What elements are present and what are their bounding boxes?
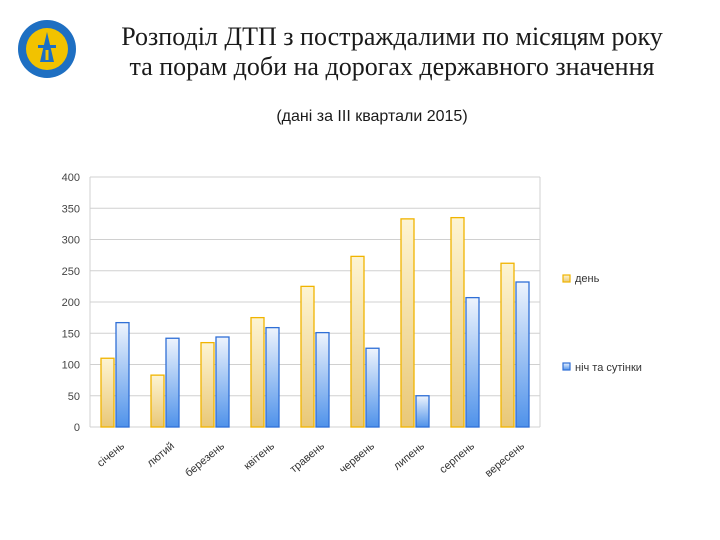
title-line-1: Розподіл ДТП з постраждалими по місяцям … <box>121 22 663 51</box>
y-tick-label: 0 <box>74 422 80 434</box>
bar-day <box>150 374 165 428</box>
x-tick-label: вересень <box>483 440 527 480</box>
legend-label-night: ніч та сутінки <box>575 362 642 374</box>
ukravtodor-logo <box>18 20 76 78</box>
y-axis-ticks: 0 50 100 150 200 250 300 350 400 <box>62 172 80 434</box>
y-tick-label: 350 <box>62 203 80 215</box>
bar-night <box>465 296 480 428</box>
y-tick-label: 150 <box>62 328 80 340</box>
y-tick-label: 200 <box>62 297 80 309</box>
x-tick-label: червень <box>337 440 377 476</box>
legend-label-day: день <box>575 273 600 285</box>
legend-swatch-night <box>562 362 571 371</box>
y-tick-label: 250 <box>62 266 80 278</box>
bar-day <box>500 262 515 428</box>
y-tick-label: 300 <box>62 235 80 247</box>
bar-day <box>100 357 115 428</box>
chart-title: Розподіл ДТП з постраждалими по місяцям … <box>82 22 702 82</box>
bar-night <box>165 337 180 428</box>
bar-night <box>515 281 530 428</box>
bar-day <box>300 285 315 428</box>
y-tick-label: 400 <box>62 172 80 184</box>
bars <box>100 216 530 428</box>
x-tick-label: січень <box>95 440 127 470</box>
bar-night <box>365 347 380 428</box>
x-axis-labels: січень лютий березень квітень травень червень… <box>95 440 527 480</box>
gridlines <box>89 176 541 428</box>
bar-day <box>450 216 465 428</box>
x-tick-label: березень <box>183 440 227 480</box>
bar-night <box>415 395 430 428</box>
bar-day <box>250 316 265 428</box>
bar-night <box>265 326 280 428</box>
x-tick-label: травень <box>288 440 327 476</box>
chart-subtitle: (дані за ІІІ квартали 2015) <box>276 108 468 125</box>
bar-day <box>350 255 365 428</box>
bar-night <box>215 336 230 428</box>
x-tick-label: лютий <box>145 440 177 470</box>
bar-night <box>315 331 330 428</box>
bar-day <box>200 341 215 428</box>
y-tick-label: 100 <box>62 360 80 372</box>
y-tick-label: 50 <box>68 391 80 403</box>
bar-day <box>400 218 415 428</box>
title-line-2: та порам доби на дорогах державного знач… <box>129 52 655 81</box>
legend: день ніч та сутінки <box>562 273 642 374</box>
legend-swatch-day <box>562 274 571 283</box>
x-tick-label: квітень <box>242 440 277 472</box>
x-tick-label: липень <box>391 440 427 473</box>
bar-night <box>115 321 130 428</box>
x-tick-label: серпень <box>437 440 477 476</box>
